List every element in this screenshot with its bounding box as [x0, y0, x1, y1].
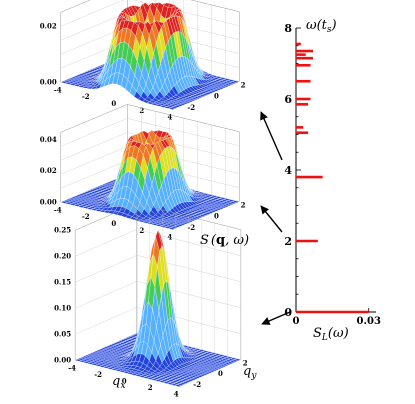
z-axis-label: S (q, ω) — [200, 233, 249, 248]
omega-tick-label: 2 — [284, 235, 292, 248]
y-tick-label: 2 — [241, 80, 246, 89]
z-tick-label: 0.05 — [54, 329, 71, 338]
z-tick-label: 0.02 — [40, 21, 57, 30]
omega-tick-label: 8 — [284, 22, 292, 35]
y-tick-label: 0 — [214, 212, 219, 221]
x-tick-label: 4 — [167, 113, 172, 122]
surface-mesh — [60, 2, 240, 110]
y-tick-label: 2 — [241, 200, 246, 209]
z-tick-label: 0.00 — [40, 197, 57, 206]
z-tick-label: 0.25 — [54, 225, 71, 234]
qy-label: qy — [243, 364, 257, 381]
x-tick-label: 2 — [148, 383, 153, 392]
x-tick-label: 0 — [111, 99, 116, 108]
y-tick-label: -2 — [187, 223, 195, 232]
sl-tick-label: 0.03 — [357, 316, 381, 327]
x-tick-label: 0 — [122, 377, 127, 386]
z-tick-label: 0.10 — [54, 303, 71, 312]
arrows — [260, 111, 291, 325]
y-tick-label: -2 — [193, 380, 201, 389]
x-tick-label: 0 — [111, 219, 116, 228]
z-tick-label: 0.00 — [40, 77, 57, 86]
arrow — [260, 205, 283, 233]
arrow — [261, 311, 291, 325]
x-tick-label: -2 — [82, 212, 90, 221]
x-tick-label: -4 — [68, 363, 76, 372]
omega-tick-label: 0 — [284, 306, 292, 319]
z-tick-label: 0.15 — [54, 277, 71, 286]
surface-panel-top: 0.00 0.02 -4 -2 0 2 4 -2 0 2 — [40, 0, 246, 122]
spectrum-panel: 0 2 4 6 8 0 0.03 — [284, 22, 381, 327]
x-tick-label: 4 — [167, 233, 172, 242]
arrow — [260, 111, 283, 161]
omega-tick-label: 4 — [284, 164, 292, 177]
omega-tick-label: 6 — [284, 93, 292, 106]
omega-axis-label: ω(ts) — [306, 18, 337, 35]
surface-mesh — [74, 229, 242, 387]
x-tick-label: 4 — [174, 390, 179, 399]
y-tick-label: 0 — [218, 369, 223, 378]
x-tick-label: 2 — [139, 106, 144, 115]
y-tick-label: -2 — [187, 103, 195, 112]
y-tick-label: 0 — [214, 92, 219, 101]
x-tick-label: -2 — [82, 92, 90, 101]
z-tick-label: 0.00 — [54, 355, 71, 364]
sl-tick-label: 0 — [293, 316, 300, 327]
sl-axis-label: SL(ω) — [313, 326, 349, 343]
x-tick-label: 2 — [139, 226, 144, 235]
x-tick-label: -2 — [94, 370, 102, 379]
z-tick-label: 0.04 — [40, 135, 57, 144]
surface-mesh — [60, 129, 240, 230]
y-tick-label: 2 — [243, 358, 248, 367]
qx-label: qx — [112, 374, 125, 391]
surface-panel-bottom: 0.00 0.05 0.10 0.15 0.20 0.25 -4 -2 0 2 4 -2 0 2 — [54, 202, 248, 399]
z-tick-label: 0.20 — [54, 251, 71, 260]
z-tick-label: 0.02 — [40, 166, 57, 175]
surface-panel-middle: 0.00 0.02 0.04 -4 -2 0 2 4 -2 0 2 — [40, 104, 246, 242]
x-tick-label: -4 — [54, 85, 62, 94]
x-tick-label: -4 — [54, 205, 62, 214]
